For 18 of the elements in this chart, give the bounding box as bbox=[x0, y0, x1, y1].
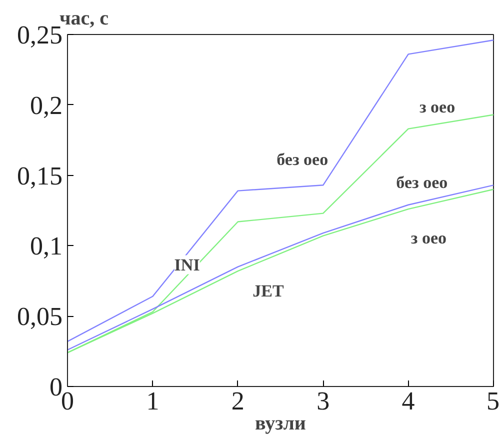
x-tick-label: 5 bbox=[486, 386, 499, 416]
y-tick-label: 0,1 bbox=[30, 232, 62, 261]
y-tick-label: 0,05 bbox=[17, 302, 62, 332]
x-tick-label: 2 bbox=[231, 386, 244, 416]
annotation: JET bbox=[252, 282, 284, 301]
annotation: з оео bbox=[419, 97, 456, 116]
y-axis-title: час, с bbox=[60, 8, 109, 30]
y-tick-label: 0,25 bbox=[17, 20, 62, 50]
y-tick-label: 0,15 bbox=[17, 161, 62, 190]
y-tick-label: 0,2 bbox=[30, 90, 62, 120]
x-tick-label: 1 bbox=[146, 386, 160, 416]
annotation: INI bbox=[174, 255, 200, 274]
x-tick-label: 3 bbox=[316, 386, 330, 416]
annotation: без оео bbox=[396, 173, 448, 192]
x-tick-label: 4 bbox=[402, 386, 415, 416]
annotation: без оео bbox=[276, 150, 328, 169]
x-axis-title: вузли bbox=[255, 412, 306, 434]
annotation: з оео bbox=[410, 228, 447, 248]
